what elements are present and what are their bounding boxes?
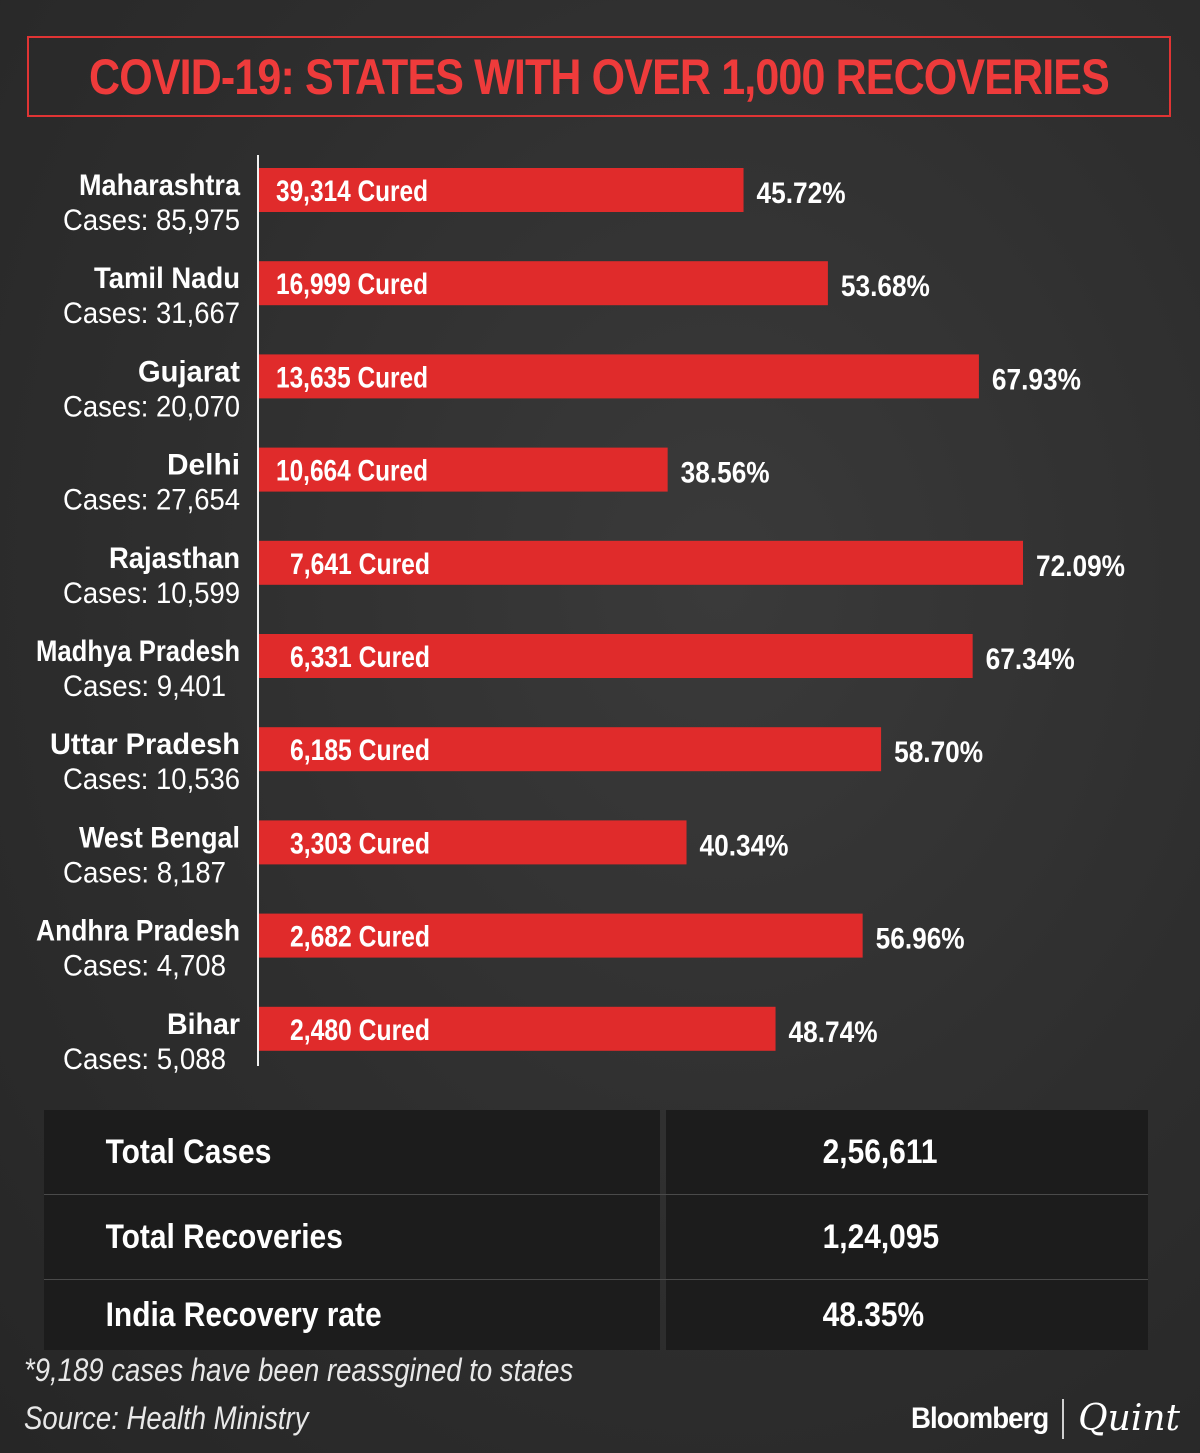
state-label: Madhya Pradesh	[36, 635, 240, 668]
state-cases-label: Cases: 10,536	[63, 763, 240, 796]
source-note: Source: Health Ministry	[24, 1400, 309, 1436]
state-cases-label: Cases: 10,599	[63, 577, 240, 610]
state-label: Rajasthan	[109, 542, 240, 575]
chart-title: COVID-19: STATES WITH OVER 1,000 RECOVER…	[89, 48, 1110, 105]
bar-rate-label: 45.72%	[757, 177, 846, 210]
state-cases-label: Cases: 31,667	[63, 297, 240, 330]
state-cases-label: Cases: 85,975	[63, 204, 240, 237]
state-label: Tamil Nadu	[94, 262, 240, 295]
summary-row: Total Recoveries 1,24,095	[44, 1195, 1148, 1280]
summary-label: India Recovery rate	[105, 1295, 382, 1334]
bar-rate-label: 53.68%	[841, 270, 930, 303]
bar-cured-label: 16,999 Cured	[276, 268, 428, 301]
summary-value: 2,56,611	[822, 1132, 938, 1171]
title-box: COVID-19: STATES WITH OVER 1,000 RECOVER…	[27, 36, 1171, 117]
state-label: Gujarat	[138, 355, 240, 388]
bar-rate-label: 40.34%	[700, 829, 789, 862]
bar	[259, 1006, 776, 1051]
state-cases-label: Cases: 20,070	[63, 390, 240, 423]
summary-label: Total Cases	[105, 1132, 272, 1171]
bar-cured-label: 13,635 Cured	[276, 361, 428, 394]
bar-cured-label: 2,480 Cured	[290, 1014, 430, 1047]
bar-rate-label: 56.96%	[876, 923, 965, 956]
state-label: Delhi	[167, 449, 240, 482]
bar-rate-label: 38.56%	[681, 457, 770, 490]
bar	[259, 261, 828, 306]
bar-rate-label: 48.74%	[789, 1016, 878, 1049]
state-cases-label: Cases: 9,401	[63, 670, 226, 703]
bar-cured-label: 7,641 Cured	[290, 548, 430, 581]
state-cases-label: Cases: 27,654	[63, 484, 240, 517]
bar-cured-label: 2,682 Cured	[290, 921, 430, 954]
bloomberg-logo: Bloomberg	[910, 1401, 1049, 1435]
state-cases-label: Cases: 4,708	[63, 950, 226, 983]
state-label: Andhra Pradesh	[36, 915, 240, 948]
bar	[259, 820, 687, 865]
bar	[259, 354, 979, 399]
bar-cured-label: 3,303 Cured	[290, 827, 430, 860]
bar	[259, 540, 1023, 585]
state-label: West Bengal	[79, 821, 240, 854]
bar-rate-label: 58.70%	[894, 736, 983, 769]
bar-cured-label: 6,331 Cured	[290, 641, 430, 674]
state-cases-label: Cases: 5,088	[63, 1043, 226, 1076]
bar-rate-label: 72.09%	[1036, 550, 1125, 583]
footnote: *9,189 cases have been reassgined to sta…	[24, 1352, 574, 1388]
bar	[259, 727, 882, 772]
summary-label: Total Recoveries	[105, 1217, 343, 1256]
bar	[259, 168, 744, 212]
state-cases-label: Cases: 8,187	[63, 856, 226, 889]
brand-logos: Bloomberg Quint	[899, 1398, 1180, 1439]
brand-divider	[1062, 1398, 1065, 1439]
quint-logo: Quint	[1078, 1398, 1180, 1439]
bar-cured-label: 10,664 Cured	[276, 455, 428, 488]
state-label: Uttar Pradesh	[50, 728, 240, 761]
bar-rate-label: 67.34%	[986, 643, 1075, 676]
summary-table: Total Cases 2,56,611 Total Recoveries 1,…	[44, 1110, 1148, 1350]
bar-cured-label: 6,185 Cured	[290, 734, 430, 767]
state-label: Bihar	[167, 1008, 240, 1041]
bar	[259, 447, 668, 492]
summary-value: 1,24,095	[822, 1217, 940, 1256]
summary-row: Total Cases 2,56,611	[44, 1110, 1148, 1195]
bar	[259, 634, 973, 678]
bar-rate-label: 67.93%	[992, 363, 1081, 396]
summary-value: 48.35%	[822, 1295, 925, 1334]
bar	[259, 913, 863, 958]
state-label: Maharashtra	[79, 169, 240, 202]
bar-cured-label: 39,314 Cured	[276, 175, 428, 208]
summary-row: India Recovery rate 48.35%	[44, 1280, 1148, 1350]
